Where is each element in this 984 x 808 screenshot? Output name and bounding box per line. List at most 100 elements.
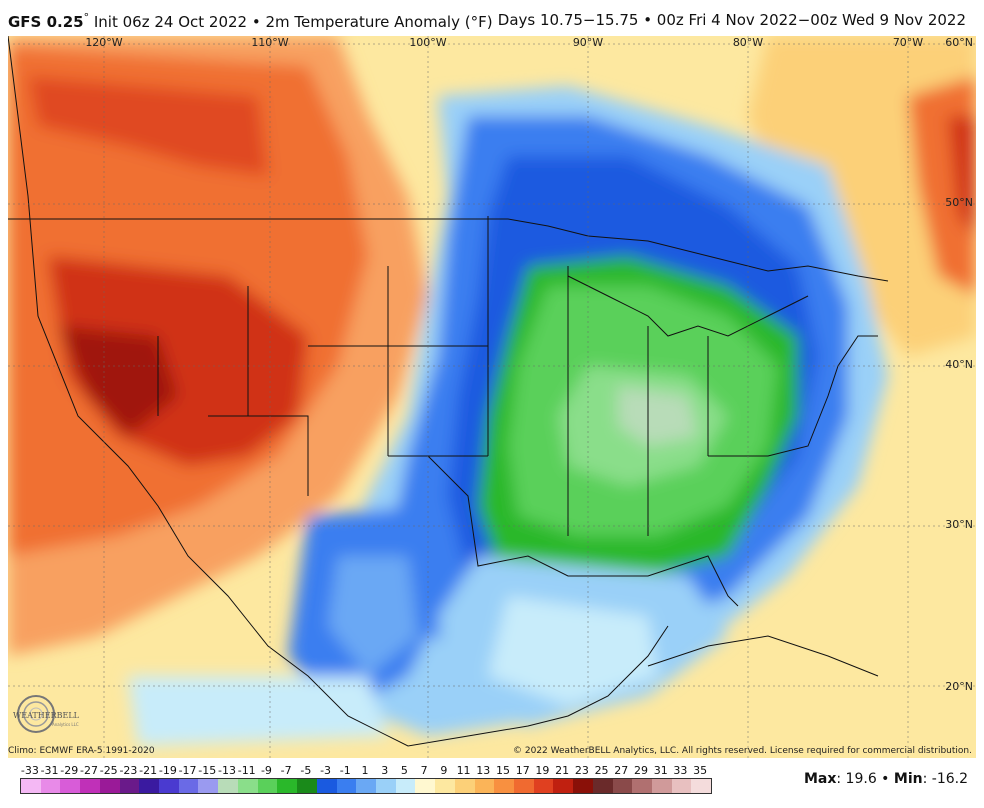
map-title: GFS 0.25° Init 06z 24 Oct 2022 • 2m Temp…: [8, 11, 493, 31]
lon-label-120w: 120°W: [85, 36, 122, 49]
lon-label-70w: 70°W: [893, 36, 923, 49]
legend-tick: -27: [80, 764, 98, 777]
legend-swatch: [198, 779, 219, 793]
legend-tick: -23: [119, 764, 138, 777]
legend-tick: 35: [693, 764, 708, 777]
stats-separator: •: [876, 771, 894, 787]
legend-swatch: [316, 779, 337, 793]
legend-tick: 11: [456, 764, 471, 777]
valid-period: Days 10.75−15.75 • 00z Fri 4 Nov 2022−00…: [497, 11, 966, 29]
legend-tick: 25: [594, 764, 609, 777]
legend-ticks: -33 -31 -29 -27 -25 -23 -21 -19 -17 -15 -13 -11 -9 -7…: [10, 764, 710, 778]
legend-swatch: [612, 779, 633, 793]
legend-tick: 15: [496, 764, 510, 777]
anomaly-field: [8, 36, 976, 746]
legend-tick: 1: [361, 764, 369, 777]
legend-tick: -15: [198, 764, 217, 777]
logo-subtext: Analytics LLC: [52, 722, 79, 727]
legend-tick: -13: [218, 764, 236, 777]
legend-swatch: [652, 779, 672, 793]
legend-swatch: [671, 779, 692, 793]
legend-swatch: [691, 779, 712, 793]
lat-label-60n: 60°N: [945, 36, 973, 49]
model-degree: °: [83, 11, 90, 24]
legend-swatch: [592, 779, 613, 793]
legend-swatch: [80, 779, 100, 793]
legend-tick: 5: [400, 764, 408, 777]
map-boundaries: [8, 36, 889, 747]
lat-label-40n: 40°N: [945, 358, 973, 371]
logo-text: WEATHERBELL: [13, 711, 80, 720]
min-value: : -16.2: [922, 771, 968, 787]
legend-tick: 17: [515, 764, 530, 777]
model-name: GFS 0.25: [8, 13, 84, 31]
legend-swatch: [474, 779, 495, 793]
anomaly-map[interactable]: 120°W 110°W 100°W 90°W 80°W 70°W 60°N 50…: [8, 36, 976, 758]
legend-tick: -19: [158, 764, 177, 777]
legend-swatch: [513, 779, 534, 793]
legend-swatch: [257, 779, 278, 793]
legend-swatch: [119, 779, 140, 793]
climo-credit: Climo: ECMWF ERA-5 1991-2020: [8, 746, 155, 756]
legend-tick: 19: [535, 764, 550, 777]
lon-label-110w: 110°W: [251, 36, 288, 49]
legend-swatch: [494, 779, 514, 793]
legend-swatch: [415, 779, 436, 793]
legend-swatch: [159, 779, 179, 793]
legend-tick: 27: [614, 764, 629, 777]
max-value: : 19.6: [836, 771, 877, 787]
legend-tick: -9: [260, 764, 272, 777]
legend-tick: -29: [60, 764, 79, 777]
legend-colorbar: [20, 778, 712, 794]
legend-tick: 23: [574, 764, 589, 777]
lon-label-90w: 90°W: [573, 36, 603, 49]
legend-swatch: [277, 779, 298, 793]
legend-tick: -17: [178, 764, 197, 777]
lon-label-100w: 100°W: [409, 36, 446, 49]
legend-tick: 31: [653, 764, 668, 777]
legend-tick: -11: [237, 764, 256, 777]
legend-swatch: [21, 779, 41, 793]
lon-label-80w: 80°W: [733, 36, 763, 49]
legend-swatch: [435, 779, 455, 793]
legend-tick: -1: [339, 764, 351, 777]
legend-tick: -25: [99, 764, 118, 777]
legend-tick: 29: [634, 764, 648, 777]
legend-swatch: [553, 779, 574, 793]
legend-tick: -31: [40, 764, 59, 777]
color-legend: -33 -31 -29 -27 -25 -23 -21 -19 -17 -15 -13 -11 -9 -7…: [10, 762, 712, 806]
legend-swatch: [139, 779, 160, 793]
legend-swatch: [178, 779, 199, 793]
init-info: Init 06z 24 Oct 2022 • 2m Temperature An…: [89, 13, 493, 31]
legend-tick: -3: [320, 764, 332, 777]
legend-swatch: [40, 779, 61, 793]
legend-swatch: [336, 779, 357, 793]
graticule: [8, 36, 976, 758]
legend-tick: -21: [139, 764, 158, 777]
legend-swatch: [533, 779, 554, 793]
legend-tick: -7: [280, 764, 292, 777]
legend-tick: 3: [381, 764, 389, 777]
lat-label-20n: 20°N: [945, 680, 973, 693]
legend-swatch: [395, 779, 416, 793]
legend-tick: 33: [673, 764, 688, 777]
legend-swatch: [60, 779, 81, 793]
min-label: Min: [893, 771, 923, 787]
legend-swatch: [632, 779, 652, 793]
legend-tick: 7: [420, 764, 428, 777]
max-label: Max: [803, 771, 837, 787]
max-min-stats: Max: 19.6 • Min: -16.2: [804, 771, 968, 787]
legend-swatch: [454, 779, 475, 793]
legend-tick: 21: [555, 764, 570, 777]
legend-swatch: [237, 779, 258, 793]
legend-tick: 13: [476, 764, 491, 777]
legend-tick: 9: [440, 764, 448, 777]
weatherbell-logo: WEATHERBELL Analytics LLC: [12, 692, 82, 738]
legend-swatch: [356, 779, 376, 793]
legend-swatch: [573, 779, 593, 793]
legend-tick: -33: [20, 764, 39, 777]
legend-tick: -5: [300, 764, 312, 777]
legend-swatch: [297, 779, 317, 793]
copyright-notice: © 2022 WeatherBELL Analytics, LLC. All r…: [513, 746, 972, 756]
header: GFS 0.25° Init 06z 24 Oct 2022 • 2m Temp…: [0, 0, 984, 36]
